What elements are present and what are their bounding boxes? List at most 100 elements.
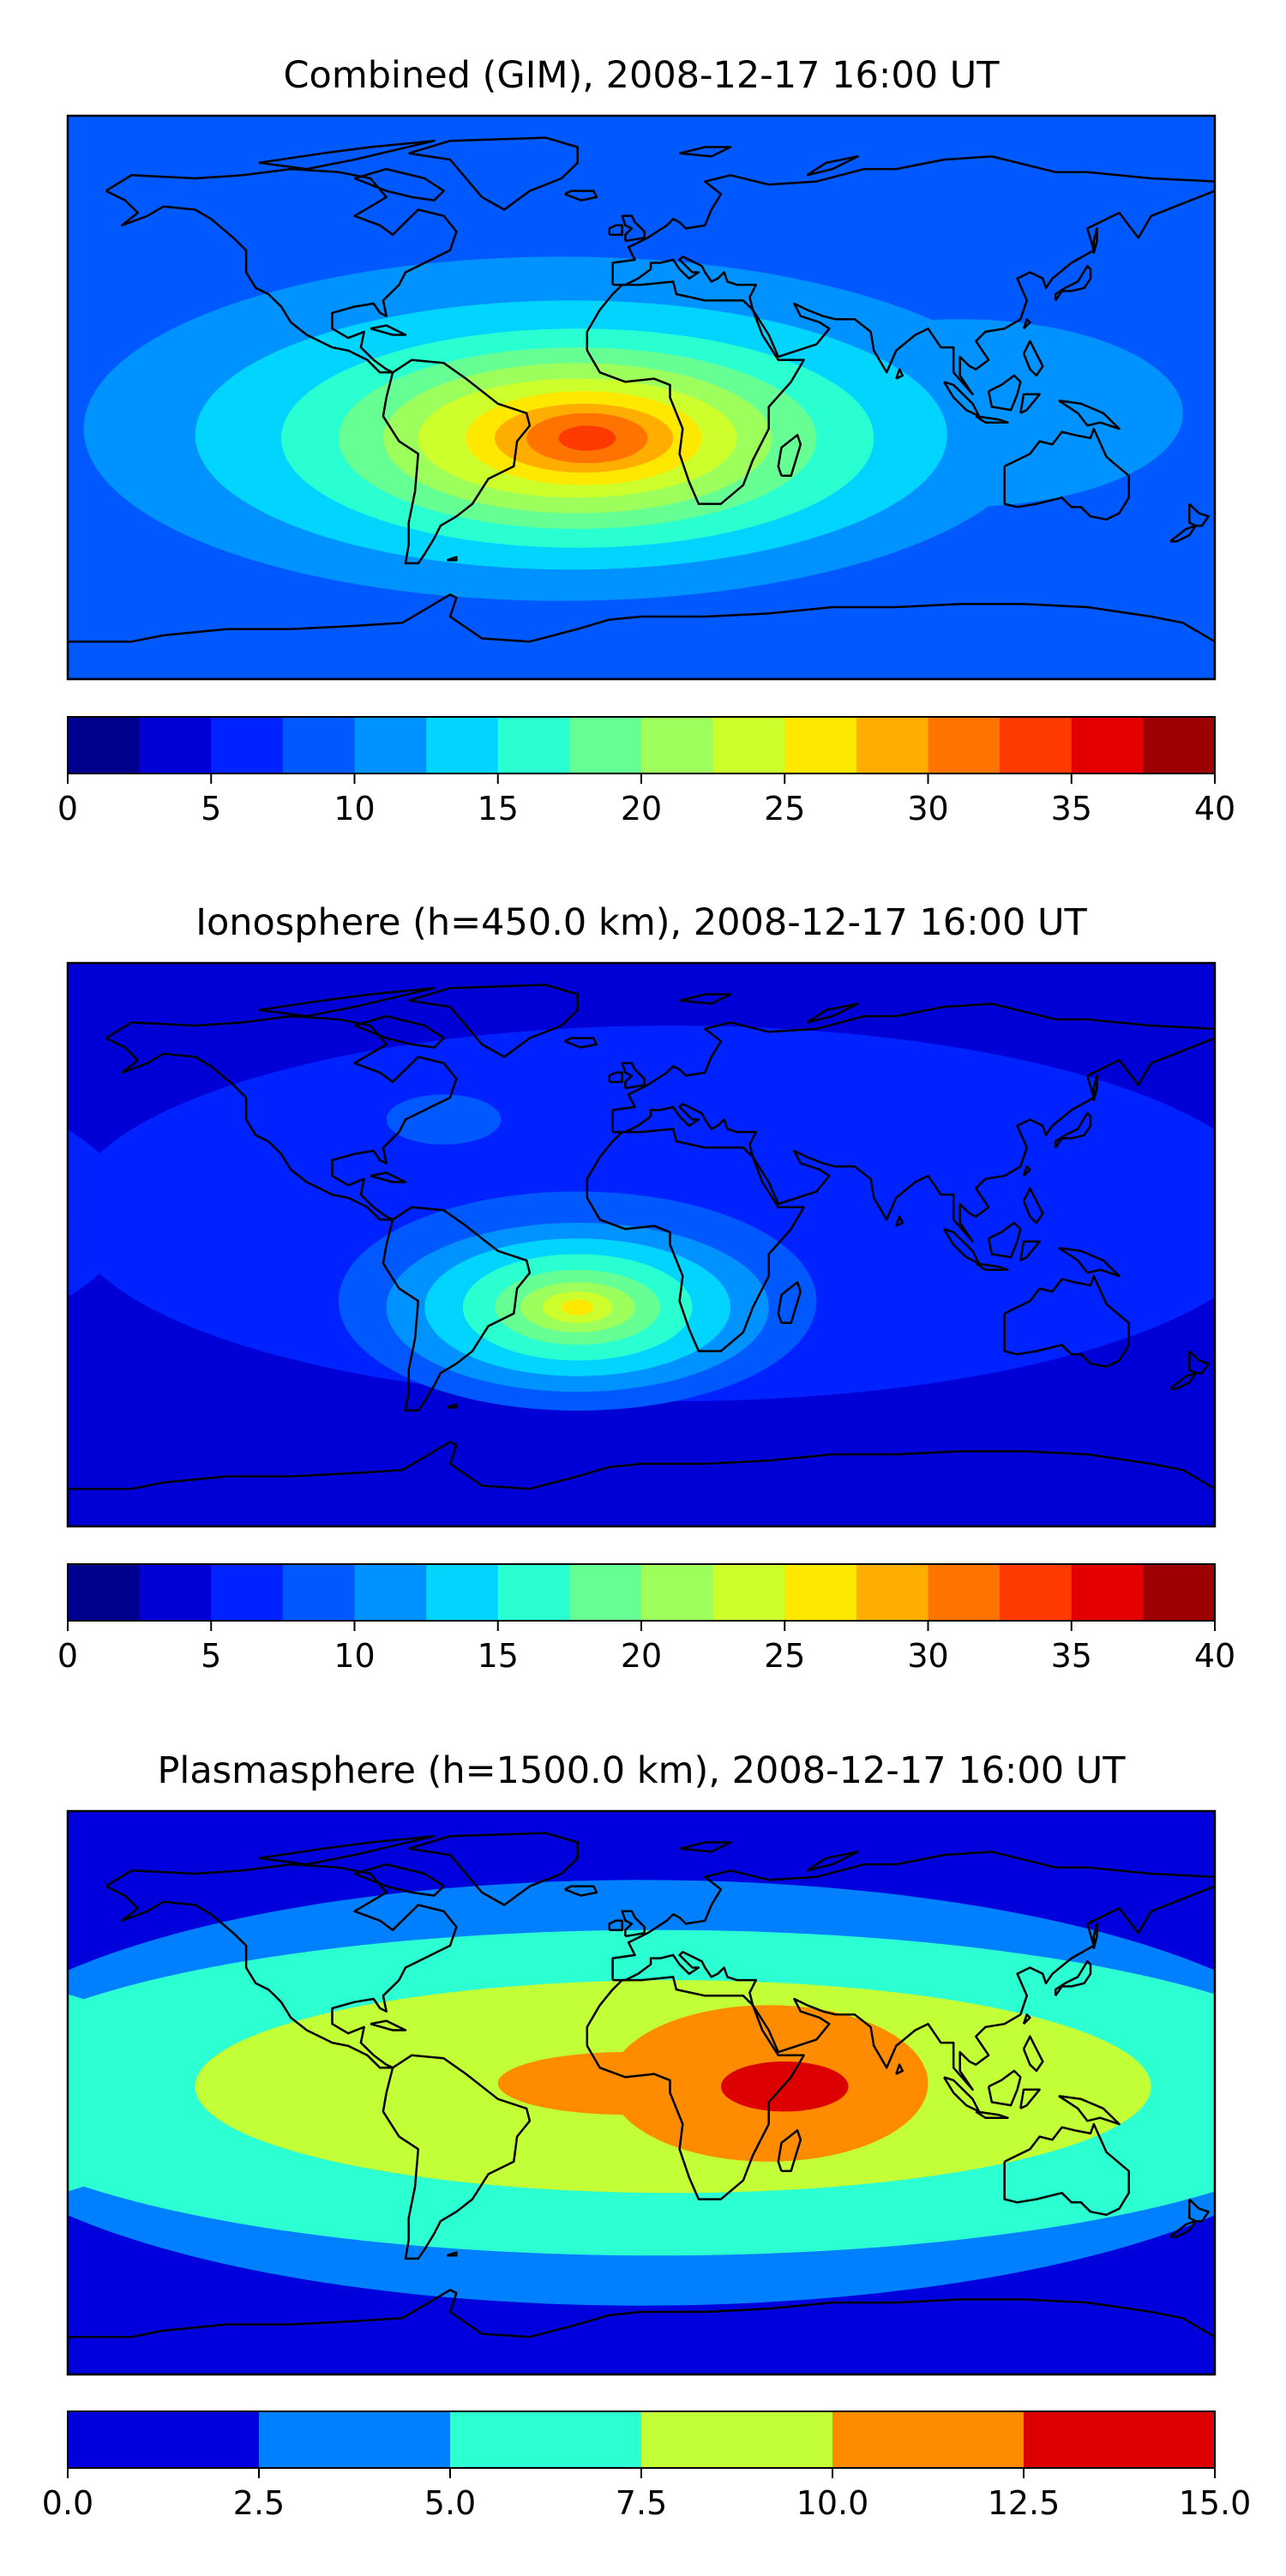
colorbar-segment (1071, 1564, 1144, 1621)
coastline-australia (1003, 427, 1130, 521)
coastline-ireland (608, 224, 623, 236)
map-combined (68, 116, 1215, 679)
panel-plasmasphere: Plasmasphere (h=1500.0 km), 2008-12-17 1… (42, 1749, 1252, 2522)
colorbar-segment (259, 2411, 451, 2468)
coastline-baffin (354, 1863, 445, 1897)
colorbar-tick-label: 10 (334, 1637, 375, 1675)
coastline-greenland (408, 136, 579, 211)
colorbar-segment (856, 1564, 929, 1621)
colorbar-tick-label: 30 (907, 790, 948, 828)
coastline-arctic-islands (258, 139, 436, 171)
coastline-arctic-islands (258, 986, 436, 1018)
colorbar-segment (68, 2411, 260, 2468)
coastline-sulawesi (1019, 1240, 1041, 1261)
coastline-sri-lanka (895, 2063, 904, 2075)
colorbar-segment (139, 717, 212, 773)
colorbar-segment (426, 1564, 499, 1621)
colorbar-tick-label: 40 (1194, 1637, 1235, 1675)
contour-level-13 (558, 425, 616, 451)
colorbar-segment (497, 1564, 570, 1621)
colorbar-tick-label: 20 (621, 790, 662, 828)
coastline-south-america (382, 358, 532, 565)
coastline-nz-south (1169, 524, 1197, 543)
coastline-novaya-zemlya (806, 1851, 859, 1872)
coastline-taiwan (1022, 2013, 1031, 2025)
colorbar-segment (569, 1564, 642, 1621)
colorbar-tick-label: 0.0 (42, 2484, 93, 2522)
colorbar-segment (784, 1564, 857, 1621)
contour-level-10 (562, 1299, 594, 1315)
coastline-philippines (1022, 340, 1044, 377)
colorbar-segment (928, 717, 1001, 773)
coastline-iceland (564, 1037, 598, 1049)
colorbar-tick-label: 35 (1051, 790, 1092, 828)
colorbar-tick-label: 0 (57, 790, 78, 828)
colorbar-segment (569, 717, 642, 773)
coastline-eurasia (611, 155, 1215, 396)
colorbar-segment (784, 717, 857, 773)
colorbar-tick-label: 7.5 (616, 2484, 667, 2522)
coastline-eurasia (611, 1002, 1215, 1243)
contour-level-3 (386, 1094, 502, 1145)
contour-level-5 (720, 2061, 849, 2112)
coastline-borneo (987, 2069, 1022, 2107)
colorbar-segment (282, 717, 356, 773)
coastline-north-america (105, 1863, 458, 2069)
coastline-antarctica (68, 1441, 1215, 1526)
coastline-java (975, 2110, 1009, 2119)
coastline-svalbard (679, 1841, 732, 1853)
colorbar-segment (712, 1564, 785, 1621)
coastline-philippines (1022, 2035, 1044, 2073)
coastline-antarctica (68, 2289, 1215, 2374)
colorbar-tick-label: 25 (764, 790, 805, 828)
coastline-java (975, 415, 1009, 424)
coastline-arctic-islands (258, 1834, 436, 1866)
contour-level-2 (1103, 2004, 1215, 2182)
coastline-nz-south (1169, 1371, 1197, 1390)
coastline-sakhalin (1092, 227, 1098, 254)
colorbar-segment (211, 1564, 284, 1621)
coastline-iceland (564, 1885, 598, 1897)
colorbar-tick-label: 20 (621, 1637, 662, 1675)
colorbar-segment (450, 2411, 642, 2468)
coastline-south-america (382, 1206, 532, 1412)
colorbar-tick-label: 5.0 (424, 2484, 476, 2522)
contour-level-4 (497, 2052, 754, 2116)
colorbar-tick-label: 40 (1194, 790, 1235, 828)
panel-title-combined: Combined (GIM), 2008-12-17 16:00 UT (283, 54, 1000, 97)
colorbar-segment (712, 717, 785, 773)
coastline-ireland (608, 1919, 623, 1931)
coastline-ireland (608, 1071, 623, 1083)
coastline-sakhalin (1092, 1923, 1098, 1949)
panel-ionosphere: Ionosphere (h=450.0 km), 2008-12-17 16:0… (57, 901, 1235, 1675)
colorbar-segment (68, 717, 141, 773)
colorbar-segment (354, 717, 427, 773)
colorbar-segment (139, 1564, 212, 1621)
coastline-cuba (370, 324, 407, 336)
colorbar-tick-label: 15.0 (1179, 2484, 1252, 2522)
colorbar-segment (1143, 1564, 1216, 1621)
colorbar-tick-label: 25 (764, 1637, 805, 1675)
coastline-new-guinea (1058, 399, 1121, 430)
colorbar-segment (426, 717, 499, 773)
coastline-madagascar (777, 2129, 802, 2173)
colorbar-segment (641, 2411, 833, 2468)
coastline-japan (1054, 264, 1092, 302)
coastline-taiwan (1022, 1165, 1031, 1177)
coastline-uk (621, 214, 646, 243)
coastline-novaya-zemlya (806, 155, 859, 177)
coastline-iceland (564, 190, 598, 202)
coastline-svalbard (679, 993, 732, 1005)
colorbar-segment (1071, 717, 1144, 773)
map-frame-combined (66, 114, 1217, 681)
coastline-north-america (105, 167, 458, 374)
coastline-falklands (446, 556, 458, 562)
colorbar-tick-label: 35 (1051, 1637, 1092, 1675)
coastline-uk (621, 1910, 646, 1938)
coastline-svalbard (679, 146, 732, 158)
colorbar-tick-label: 15 (478, 1637, 519, 1675)
map-plasmasphere (68, 1811, 1215, 2374)
coastline-north-america (105, 1014, 458, 1221)
